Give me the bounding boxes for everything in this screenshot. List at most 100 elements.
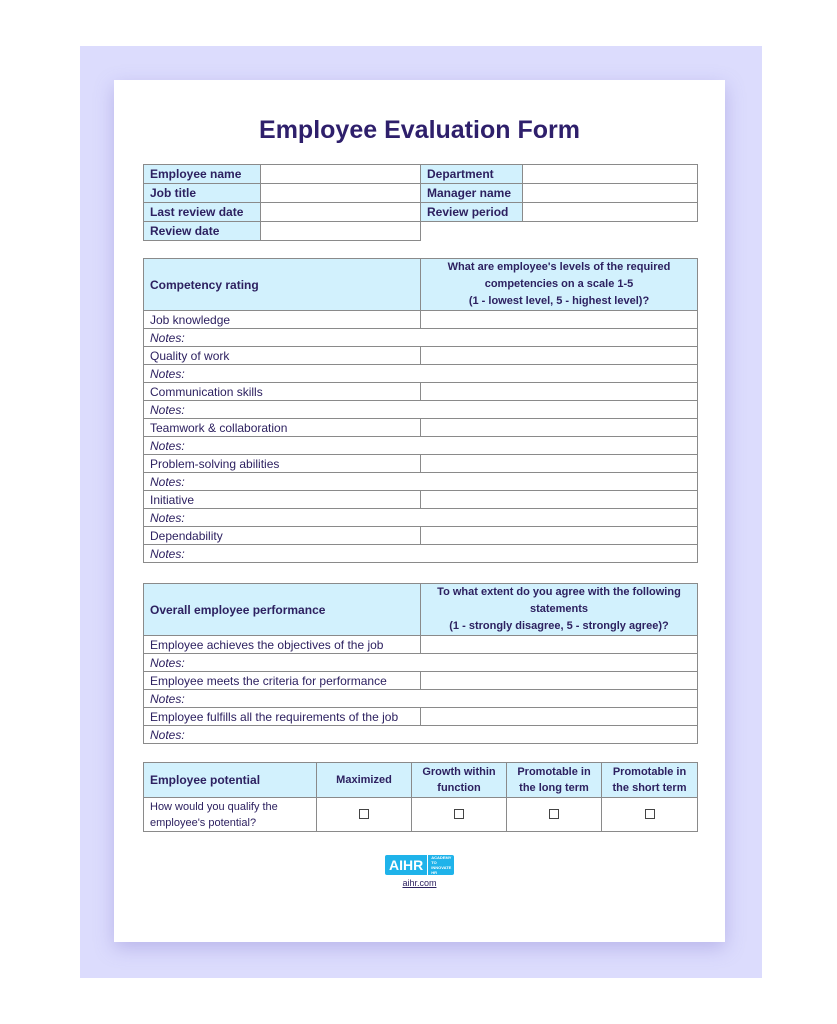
rating-row: Problem-solving abilities	[143, 454, 698, 473]
rating-row: Dependability	[143, 526, 698, 545]
info-row: Last review date Review period	[143, 202, 698, 222]
notes-field[interactable]: Notes:	[143, 689, 698, 708]
notes-row: Notes:	[143, 328, 698, 347]
notes-field[interactable]: Notes:	[143, 328, 698, 347]
info-label: Review period	[420, 202, 523, 222]
rating-row: Employee meets the criteria for performa…	[143, 671, 698, 690]
checkbox-cell	[411, 797, 507, 832]
rating-field[interactable]	[420, 707, 698, 726]
info-label: Employee name	[143, 164, 261, 184]
rating-field[interactable]	[420, 310, 698, 329]
question-line: statements	[529, 603, 589, 615]
notes-field[interactable]: Notes:	[143, 400, 698, 419]
potential-column-header: Promotable in the short term	[601, 762, 698, 798]
section-header: Employee potential	[143, 762, 317, 798]
info-label: Job title	[143, 183, 261, 203]
question-line: To what extent do you agree with the fol…	[437, 586, 681, 598]
rating-field[interactable]	[420, 454, 698, 473]
rating-field[interactable]	[420, 490, 698, 509]
rating-field[interactable]	[420, 635, 698, 654]
checkbox-cell	[506, 797, 602, 832]
rating-field[interactable]	[420, 671, 698, 690]
checkbox-cell	[316, 797, 412, 832]
section-header: Competency rating	[143, 258, 421, 311]
rating-field[interactable]	[420, 526, 698, 545]
aihr-logo: AIHR ACADEMY TO INNOVATE HR	[385, 855, 454, 875]
info-label: Review date	[143, 221, 261, 241]
rating-field[interactable]	[420, 418, 698, 437]
notes-field[interactable]: Notes:	[143, 544, 698, 563]
rating-field[interactable]	[420, 382, 698, 401]
potential-column-header: Growth within function	[411, 762, 507, 798]
potential-question: How would you qualify the employee's pot…	[143, 797, 317, 832]
rating-row: Quality of work	[143, 346, 698, 365]
question-header: What are employee's levels of the requir…	[420, 258, 698, 311]
checkbox[interactable]	[454, 808, 464, 819]
rating-row: Teamwork & collaboration	[143, 418, 698, 437]
notes-field[interactable]: Notes:	[143, 472, 698, 491]
potential-table: Employee potential Maximized Growth within…	[143, 762, 698, 832]
question-header: To what extent do you agree with the fol…	[420, 583, 698, 636]
rating-field[interactable]	[420, 346, 698, 365]
header-row: Overall employee performance To what exte…	[143, 583, 698, 636]
notes-row: Notes:	[143, 472, 698, 491]
checkbox[interactable]	[359, 808, 369, 819]
rating-row: Initiative	[143, 490, 698, 509]
notes-row: Notes:	[143, 544, 698, 563]
notes-row: Notes:	[143, 364, 698, 383]
info-value-field[interactable]	[260, 221, 421, 241]
item-label: Initiative	[143, 490, 421, 509]
info-value-field[interactable]	[522, 183, 698, 203]
item-label: Dependability	[143, 526, 421, 545]
info-value-field[interactable]	[260, 183, 421, 203]
notes-field[interactable]: Notes:	[143, 364, 698, 383]
rating-row: Employee achieves the objectives of the …	[143, 635, 698, 654]
info-row: Job title Manager name	[143, 183, 698, 203]
potential-row: How would you qualify the employee's pot…	[143, 797, 698, 832]
info-value-field[interactable]	[522, 202, 698, 222]
form-page: Employee Evaluation Form Employee name De…	[114, 80, 725, 942]
competency-table: Competency rating What are employee's lev…	[143, 258, 698, 563]
notes-row: Notes:	[143, 725, 698, 744]
notes-row: Notes:	[143, 436, 698, 455]
question-line: (1 - strongly disagree, 5 - strongly agr…	[449, 620, 669, 632]
info-table: Employee name Department Job title Manager …	[143, 164, 698, 241]
header-row: Employee potential Maximized Growth within…	[143, 762, 698, 798]
info-label: Last review date	[143, 202, 261, 222]
item-label: Employee achieves the objectives of the …	[143, 635, 421, 654]
info-row: Review date	[143, 221, 698, 241]
item-label: Quality of work	[143, 346, 421, 365]
checkbox[interactable]	[549, 808, 559, 819]
question-line: What are employee's levels of the requir…	[447, 261, 671, 273]
question-line: competencies on a scale 1-5	[484, 278, 634, 290]
item-label: Problem-solving abilities	[143, 454, 421, 473]
checkbox-cell	[601, 797, 698, 832]
checkbox[interactable]	[644, 808, 655, 819]
notes-row: Notes:	[143, 508, 698, 527]
performance-table: Overall employee performance To what exte…	[143, 583, 698, 744]
rating-row: Employee fulfills all the requirements o…	[143, 707, 698, 726]
info-value-field[interactable]	[522, 164, 698, 184]
info-value-field[interactable]	[260, 202, 421, 222]
notes-field[interactable]: Notes:	[143, 653, 698, 672]
rating-row: Communication skills	[143, 382, 698, 401]
potential-column-header: Promotable in the long term	[506, 762, 602, 798]
item-label: Employee fulfills all the requirements o…	[143, 707, 421, 726]
section-header: Overall employee performance	[143, 583, 421, 636]
question-line: (1 - lowest level, 5 - highest level)?	[468, 295, 650, 307]
notes-field[interactable]: Notes:	[143, 725, 698, 744]
page-title: Employee Evaluation Form	[259, 116, 580, 144]
item-label: Employee meets the criteria for performa…	[143, 671, 421, 690]
info-label: Department	[420, 164, 523, 184]
info-label: Manager name	[420, 183, 523, 203]
item-label: Communication skills	[143, 382, 421, 401]
rating-row: Job knowledge	[143, 310, 698, 329]
notes-field[interactable]: Notes:	[143, 508, 698, 527]
info-value-field[interactable]	[260, 164, 421, 184]
info-row: Employee name Department	[143, 164, 698, 184]
website-link[interactable]: aihr.com	[402, 878, 437, 888]
notes-row: Notes:	[143, 653, 698, 672]
header-row: Competency rating What are employee's lev…	[143, 258, 698, 311]
notes-field[interactable]: Notes:	[143, 436, 698, 455]
item-label: Teamwork & collaboration	[143, 418, 421, 437]
